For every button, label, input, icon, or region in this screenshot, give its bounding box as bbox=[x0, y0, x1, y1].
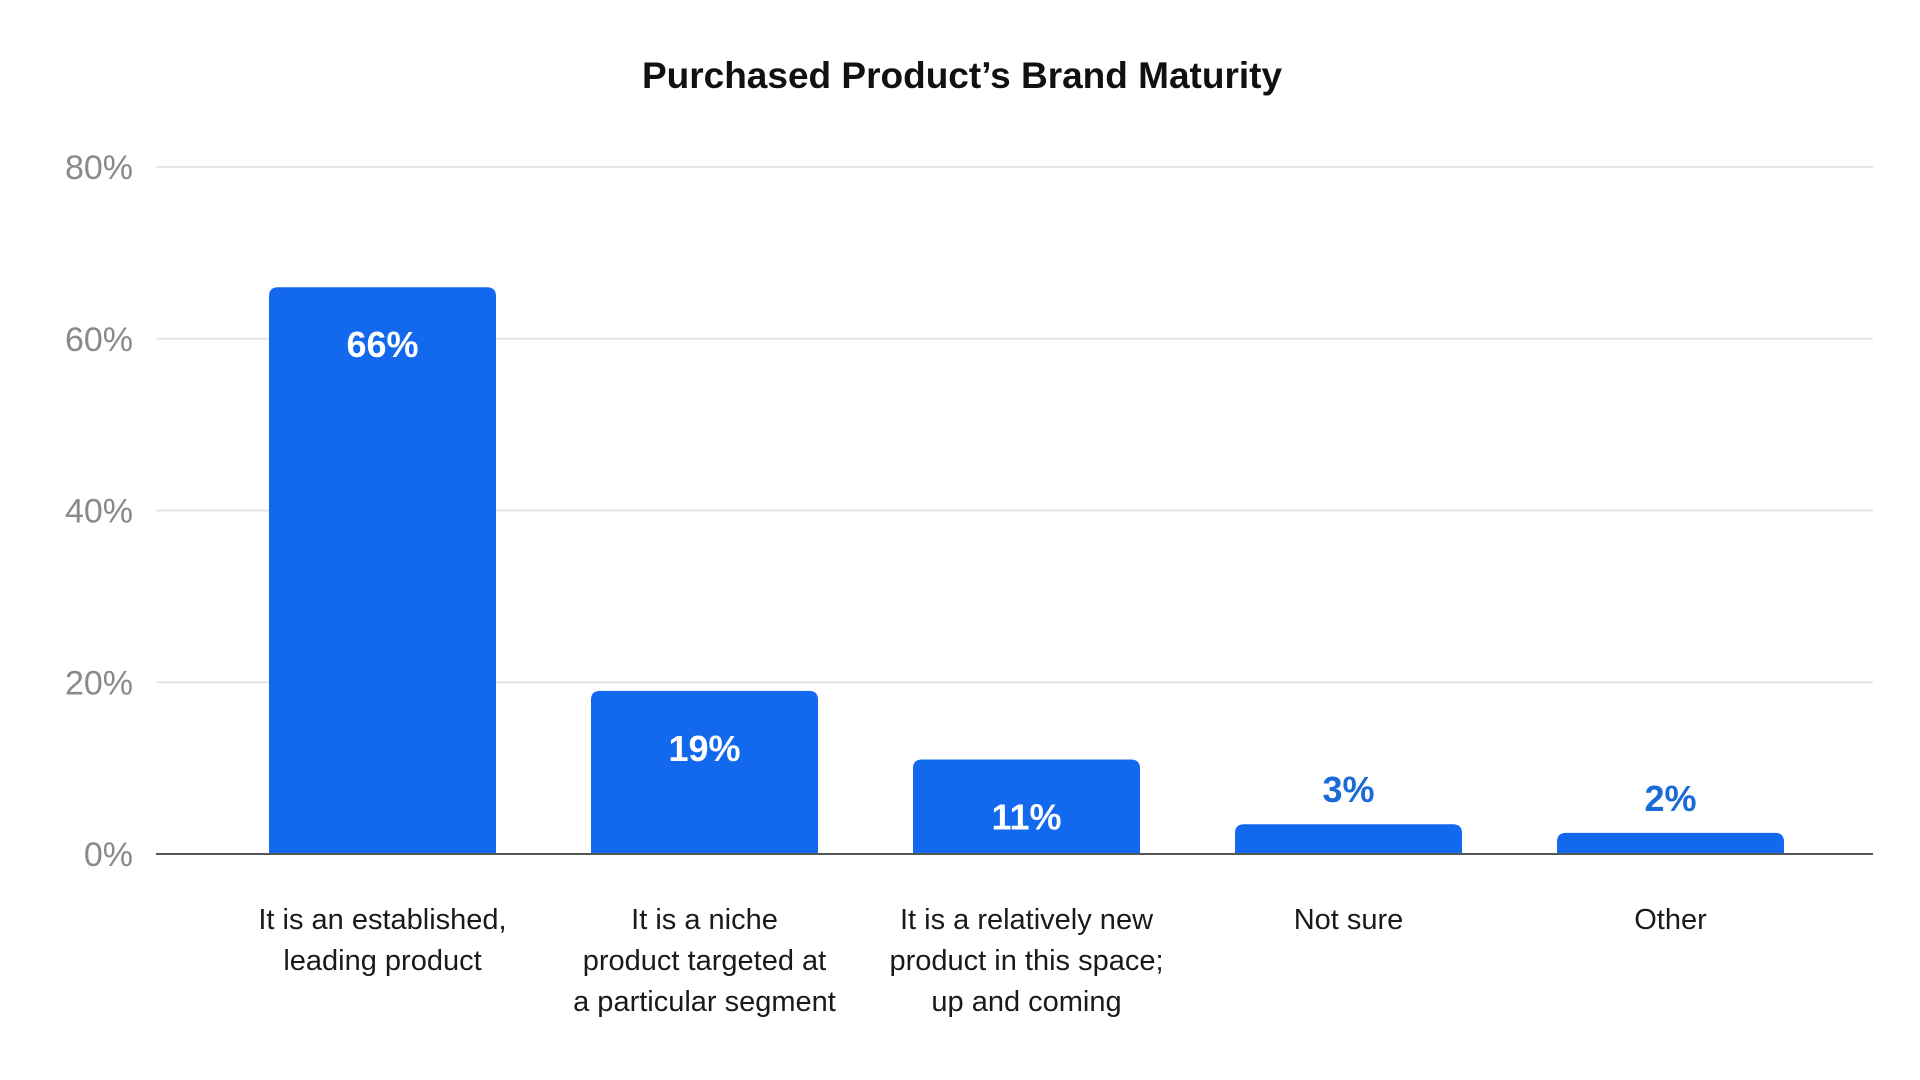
bar bbox=[591, 690, 818, 854]
y-axis-ticks: 0% 20% 40% 60% 80% bbox=[65, 149, 133, 874]
x-tick-label-line: a particular segment bbox=[573, 986, 836, 1018]
x-tick-label-line: product targeted at bbox=[583, 945, 826, 977]
bar bbox=[269, 287, 496, 855]
y-tick-label: 80% bbox=[65, 149, 133, 187]
x-tick-label-line: up and coming bbox=[931, 986, 1121, 1018]
x-tick-label: It is a niche product targeted at a partic… bbox=[573, 904, 836, 1018]
data-label: 2% bbox=[1644, 778, 1696, 819]
x-tick-label: It is an established, leading product bbox=[258, 904, 506, 977]
x-tick-label: Other bbox=[1634, 904, 1707, 936]
x-tick-label-line: Other bbox=[1634, 904, 1707, 936]
bar bbox=[1557, 832, 1784, 854]
data-labels: 66% 19% 11% 3% 2% bbox=[346, 324, 1696, 837]
y-tick-label: 20% bbox=[65, 664, 133, 702]
x-tick-label-line: It is a niche bbox=[631, 904, 778, 936]
y-tick-label: 40% bbox=[65, 493, 133, 531]
x-tick-label-line: It is an established, bbox=[258, 904, 506, 936]
bar bbox=[1235, 824, 1462, 854]
x-tick-label: It is a relatively new product in this sp… bbox=[889, 904, 1163, 1018]
data-label: 66% bbox=[346, 324, 418, 365]
chart-title: Purchased Product’s Brand Maturity bbox=[642, 55, 1283, 96]
x-tick-label-line: Not sure bbox=[1294, 904, 1404, 936]
y-tick-label: 60% bbox=[65, 321, 133, 359]
x-tick-label-line: leading product bbox=[283, 945, 481, 977]
bar bbox=[913, 759, 1140, 854]
data-label: 19% bbox=[668, 728, 740, 769]
bars bbox=[269, 287, 1784, 855]
x-tick-label: Not sure bbox=[1294, 904, 1404, 936]
y-tick-label: 0% bbox=[84, 836, 133, 874]
x-tick-label-line: product in this space; bbox=[889, 945, 1163, 977]
data-label: 11% bbox=[991, 797, 1061, 838]
x-tick-label-line: It is a relatively new bbox=[900, 904, 1154, 936]
data-label: 3% bbox=[1322, 769, 1374, 810]
